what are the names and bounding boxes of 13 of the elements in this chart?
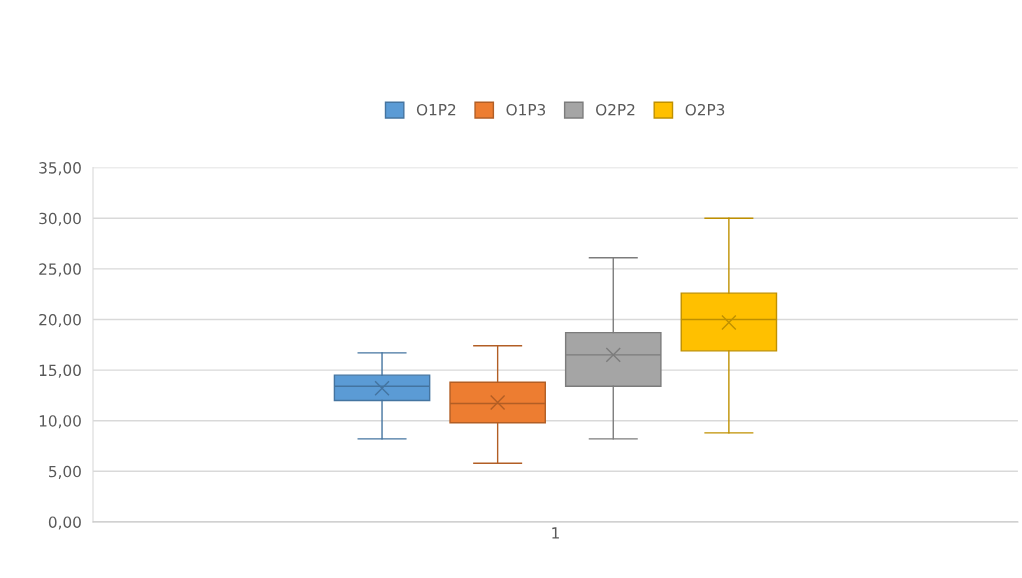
y-tick-label: 35,00 <box>39 162 81 176</box>
y-tick-label: 0,00 <box>48 516 81 530</box>
legend-label: O1P2 <box>416 103 456 116</box>
y-tick-label: 30,00 <box>39 212 81 226</box>
y-tick-label: 15,00 <box>39 364 81 378</box>
legend-label: O2P3 <box>685 103 725 116</box>
y-tick-label: 10,00 <box>39 415 81 429</box>
legend-label: O1P3 <box>506 103 546 116</box>
y-tick-label: 20,00 <box>39 313 81 328</box>
x-tick-label: 1 <box>552 527 559 539</box>
y-tick-label: 5,00 <box>49 465 81 479</box>
y-tick-label: 25,00 <box>39 263 81 277</box>
legend-label: O2P2 <box>596 103 635 116</box>
